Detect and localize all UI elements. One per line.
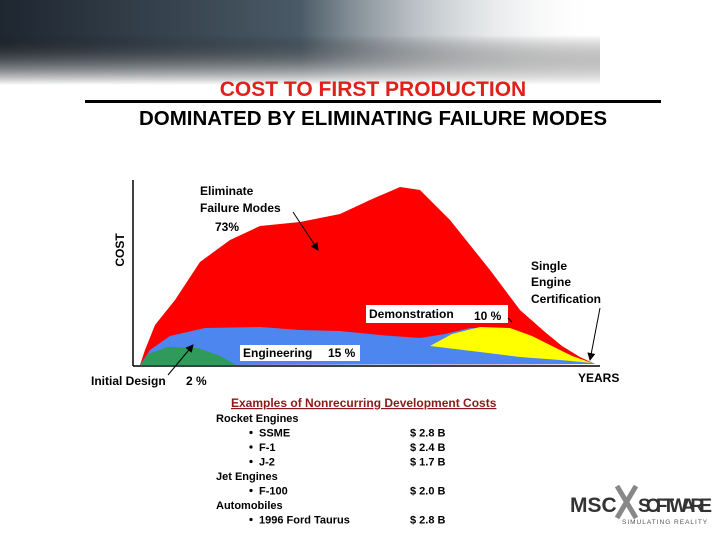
logo-product: SOFTWARE: [638, 496, 712, 517]
phase-label: Demonstration: [369, 307, 454, 321]
bullet: [249, 430, 253, 435]
phase-label: Engineering: [243, 346, 312, 360]
demonstration-area: [430, 327, 592, 363]
label-box: [240, 345, 360, 361]
arrow: [167, 344, 194, 376]
phase-label: Initial Design: [91, 374, 166, 388]
logo-mark: [614, 484, 639, 520]
bullet: [249, 445, 253, 449]
item-cost: $ 2.8 B: [410, 515, 446, 527]
arrow: [587, 307, 601, 361]
milestone-line: Single: [531, 259, 567, 273]
group-name: Jet Engines: [216, 471, 278, 483]
item-cost: $ 2.4 B: [410, 442, 446, 454]
logo-tagline: SIMULATING REALITY: [622, 519, 708, 526]
item-cost: $ 2.8 B: [410, 428, 446, 440]
bullet: [249, 517, 253, 522]
item-cost: $ 1.7 B: [410, 457, 446, 469]
group-name: Automobiles: [216, 500, 283, 512]
arrow: [507, 317, 513, 323]
item-name: F-1: [259, 442, 276, 454]
phase-label: Eliminate Failure Modes: [200, 184, 281, 215]
bullet: [249, 488, 253, 493]
design-area: [140, 347, 236, 365]
examples-title: Examples of Nonrecurring Development Cos…: [231, 396, 497, 410]
subtitle: DOMINATED BY ELIMINATING FAILURE MODES: [139, 107, 607, 130]
arrow: [292, 211, 319, 251]
examples-list: Rocket Engines SSME $ 2.8 B F-1 $ 2.4 B J-2 $ …: [216, 413, 446, 527]
label-box: [366, 305, 508, 323]
milestone-line: Certification: [531, 292, 601, 306]
logo-name: MSC: [570, 494, 617, 517]
item-name: F-100: [259, 486, 288, 498]
phase-share: 2 %: [186, 374, 207, 388]
bullet: [249, 459, 253, 464]
item-name: SSME: [259, 428, 290, 440]
title: COST TO FIRST PRODUCTION: [220, 78, 526, 101]
y-axis-label: COST: [113, 233, 127, 267]
title-rule: [85, 100, 661, 103]
x-axis-label: YEARS: [578, 371, 619, 385]
logo: MSC SOFTWARE SIMULATING REALITY: [570, 484, 712, 526]
item-cost: $ 2.0 B: [410, 486, 446, 498]
phase-label-line: Eliminate: [200, 184, 254, 198]
group-name: Rocket Engines: [216, 413, 299, 425]
phase-share: 73%: [215, 220, 239, 234]
phase-share: 15 %: [328, 346, 356, 360]
item-name: J-2: [259, 457, 275, 469]
phase-label-line: Failure Modes: [200, 201, 281, 215]
phase-share: 10 %: [474, 309, 502, 323]
milestone-line: Engine: [531, 275, 571, 289]
item-name: 1996 Ford Taurus: [259, 515, 350, 527]
banner-fade: [0, 35, 600, 85]
